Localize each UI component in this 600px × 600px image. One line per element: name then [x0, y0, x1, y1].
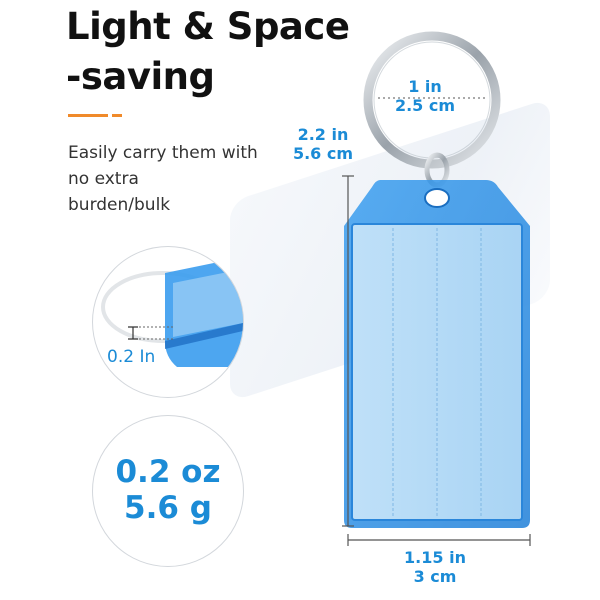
- orange-accent-dash: [112, 114, 122, 117]
- tag-hole: [424, 188, 450, 208]
- description-line-3: burden/bulk: [68, 195, 171, 215]
- ring-diameter-label: 1 in 2.5 cm: [390, 77, 460, 115]
- tag-width-label: 1.15 in 3 cm: [390, 548, 480, 586]
- weight-metric: 5.6 g: [124, 490, 212, 526]
- weight-circle: 0.2 oz 5.6 g: [92, 415, 244, 567]
- ring-diameter-metric: 2.5 cm: [394, 96, 456, 115]
- weight-imperial: 0.2 oz: [115, 454, 221, 490]
- headline-line-1: Light & Space: [66, 5, 350, 48]
- tag-height-label: 2.2 in 5.6 cm: [278, 125, 368, 163]
- ring-diameter-imperial: 1 in: [408, 77, 442, 96]
- tag-width-imperial: 1.15 in: [404, 548, 466, 567]
- tag-height-metric: 5.6 cm: [292, 144, 354, 163]
- headline: Light & Space -saving: [66, 2, 350, 102]
- description-line-1: Easily carry them with: [68, 143, 258, 163]
- orange-accent-rule: [68, 114, 108, 117]
- tag-label-window: [351, 223, 523, 521]
- tag-height-imperial: 2.2 in: [297, 125, 349, 144]
- thickness-label: 0.2 In: [107, 347, 156, 367]
- description-line-2: no extra: [68, 169, 139, 189]
- headline-line-2: -saving: [66, 55, 215, 98]
- tag-edge-closeup: [101, 257, 243, 367]
- split-ring-icon: [363, 31, 501, 169]
- thickness-detail-circle: 0.2 In: [92, 246, 244, 398]
- weight-text: 0.2 oz 5.6 g: [93, 454, 243, 526]
- tag-width-metric: 3 cm: [413, 567, 457, 586]
- description-text: Easily carry them with no extra burden/b…: [68, 140, 288, 218]
